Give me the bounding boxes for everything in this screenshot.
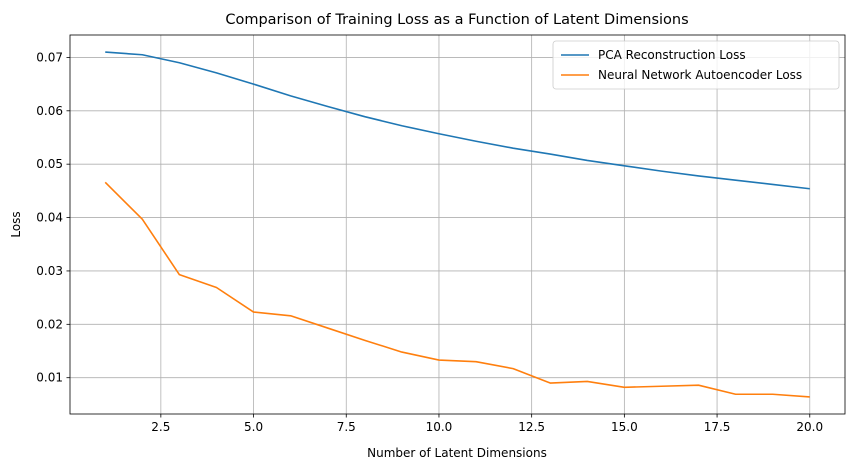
x-tick-label: 20.0: [796, 420, 823, 434]
series-line-autoencoder: [104, 181, 810, 398]
y-tick-label: 0.03: [36, 264, 63, 278]
grid: [70, 35, 845, 414]
legend-entry: Neural Network Autoencoder Loss: [598, 68, 802, 82]
legend-box: [552, 40, 840, 90]
chart-title: Comparison of Training Loss as a Functio…: [225, 12, 688, 28]
y-tick-label: 0.02: [36, 317, 63, 331]
x-tick-label: 7.5: [337, 420, 356, 434]
x-tick-label: 5.0: [244, 420, 263, 434]
x-tick-label: 10.0: [426, 420, 453, 434]
y-axis: 0.01 0.02 0.03 0.04 0.05 0.06 0.07: [36, 50, 70, 385]
series-line-pca: [105, 51, 810, 190]
y-tick-label: 0.07: [36, 50, 63, 64]
x-axis: 2.5 5.0 7.5 10.0 12.5 15.0 17.5 20.0: [151, 414, 823, 434]
y-tick-label: 0.06: [36, 104, 63, 118]
x-tick-label: 12.5: [518, 420, 545, 434]
legend-entry: PCA Reconstruction Loss: [598, 48, 746, 62]
x-tick-label: 2.5: [151, 420, 170, 434]
y-tick-label: 0.01: [36, 371, 63, 385]
legend: PCA Reconstruction Loss Neural Network Au…: [552, 40, 840, 90]
y-tick-label: 0.05: [36, 157, 63, 171]
x-tick-label: 15.0: [611, 420, 638, 434]
plot-frame: [69, 34, 846, 415]
y-tick-label: 0.04: [36, 211, 63, 225]
x-tick-label: 17.5: [704, 420, 731, 434]
y-axis-label: Loss: [9, 211, 23, 237]
series-layer: [104, 51, 810, 398]
x-axis-label: Number of Latent Dimensions: [367, 446, 547, 460]
